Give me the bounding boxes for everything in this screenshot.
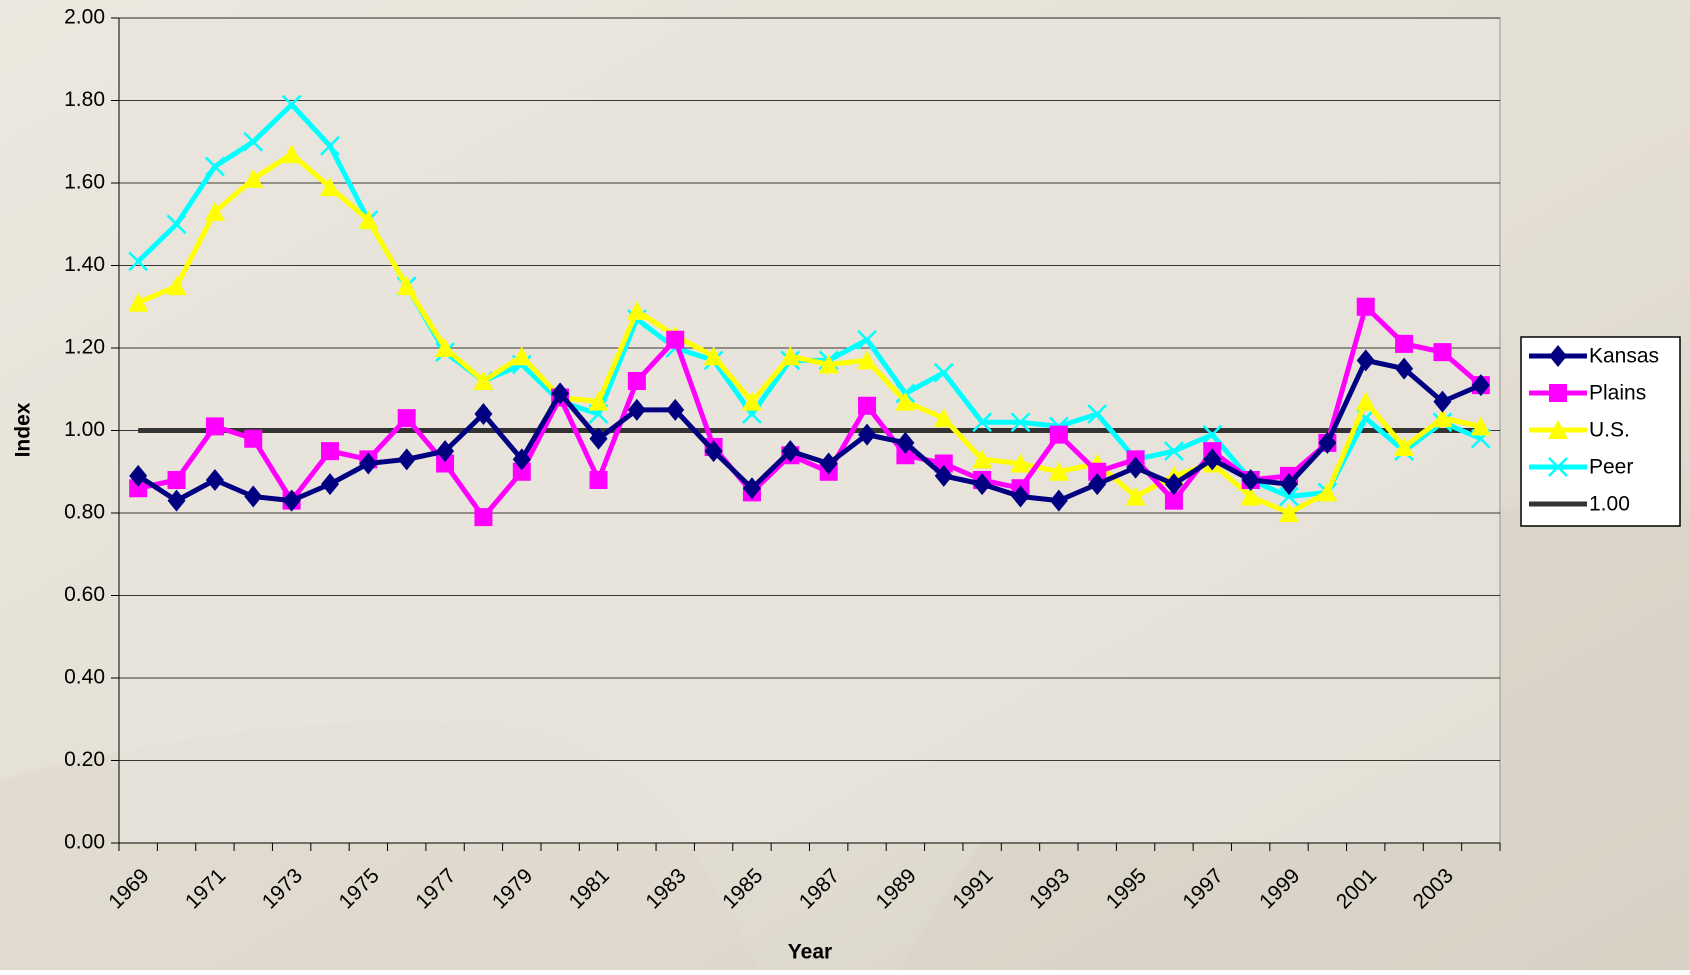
marker bbox=[206, 417, 224, 435]
y-tick-label: 2.00 bbox=[64, 6, 105, 29]
y-tick-label: 1.60 bbox=[64, 171, 105, 194]
legend: Kansas Plains U.S. Peer 1.00 bbox=[1521, 337, 1680, 526]
y-tick-label: 1.80 bbox=[64, 88, 105, 111]
marker bbox=[1395, 335, 1413, 353]
y-tick-label: 0.60 bbox=[64, 583, 105, 606]
y-tick-label: 1.40 bbox=[64, 253, 105, 276]
y-tick-label: 1.20 bbox=[64, 336, 105, 359]
marker bbox=[1357, 298, 1375, 316]
y-tick-label: 1.00 bbox=[64, 418, 105, 441]
marker bbox=[474, 508, 492, 526]
marker bbox=[1050, 426, 1068, 444]
legend-label: Peer bbox=[1589, 456, 1633, 479]
chart: Year Index Kansas Plains U.S. Peer 1.00 0.00… bbox=[0, 0, 1690, 970]
y-tick-label: 0.20 bbox=[64, 748, 105, 771]
marker bbox=[321, 442, 339, 460]
marker bbox=[858, 397, 876, 415]
legend-label: 1.00 bbox=[1589, 493, 1630, 516]
marker bbox=[666, 331, 684, 349]
marker bbox=[398, 409, 416, 427]
y-tick-label: 0.40 bbox=[64, 666, 105, 689]
marker bbox=[590, 471, 608, 489]
marker bbox=[1433, 343, 1451, 361]
legend-label: Plains bbox=[1589, 382, 1646, 405]
marker bbox=[1549, 384, 1567, 402]
marker bbox=[628, 372, 646, 390]
y-tick-label: 0.00 bbox=[64, 831, 105, 854]
marker bbox=[168, 471, 186, 489]
legend-label: U.S. bbox=[1589, 419, 1630, 442]
marker bbox=[244, 430, 262, 448]
y-tick-label: 0.80 bbox=[64, 501, 105, 524]
legend-label: Kansas bbox=[1589, 345, 1659, 368]
x-axis-title: Year bbox=[788, 941, 832, 964]
y-axis-title: Index bbox=[12, 402, 35, 457]
